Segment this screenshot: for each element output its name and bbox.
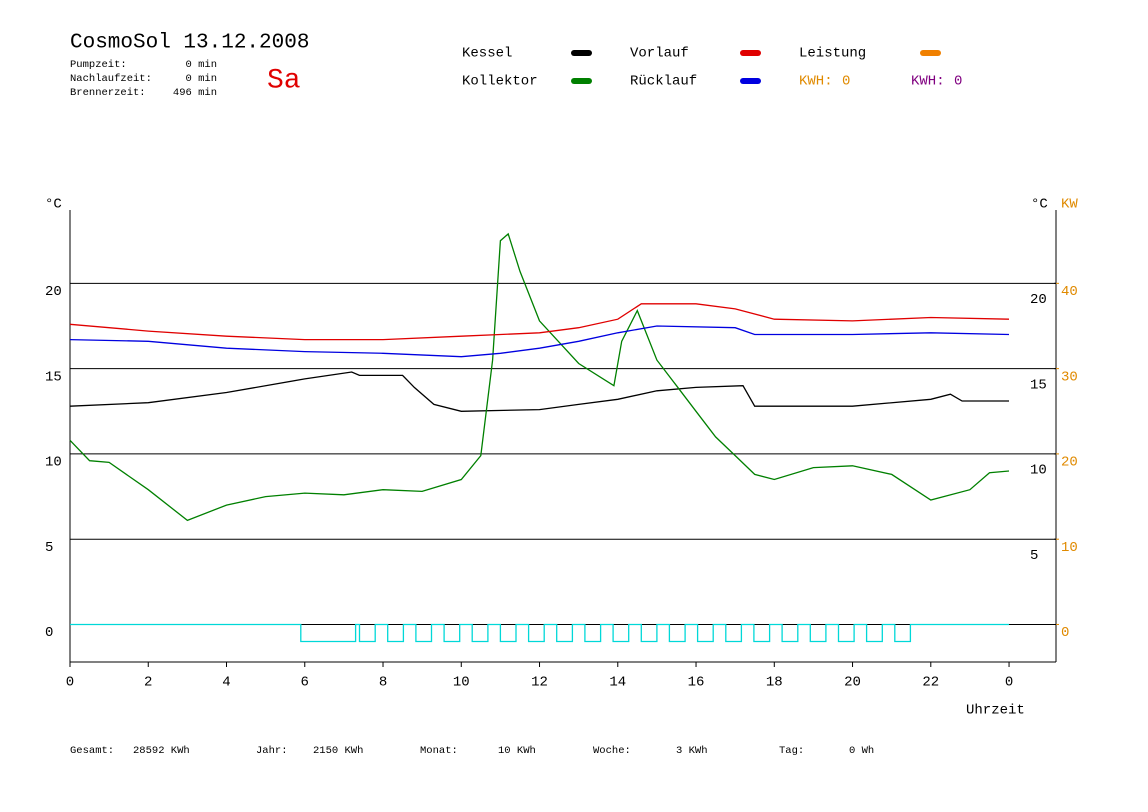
- x-tick-label: 12: [531, 675, 548, 691]
- kwh-value: 0: [954, 74, 962, 90]
- legend-label: Vorlauf: [630, 46, 689, 62]
- stat-label: Nachlaufzeit:: [70, 73, 152, 85]
- stat-label: Pumpzeit:: [70, 59, 127, 71]
- stat-value: 0 min: [185, 59, 217, 71]
- footer-label: Woche:: [593, 745, 631, 757]
- y-tick-label: 10: [45, 455, 62, 471]
- x-tick-label: 22: [922, 675, 939, 691]
- series-line: [69, 303, 1010, 341]
- legend-label: Kessel: [462, 46, 512, 62]
- footer-value: 10 KWh: [498, 745, 536, 757]
- series-line: [69, 232, 1010, 522]
- y-tick-label: 0: [45, 625, 53, 641]
- x-tick-label: 6: [301, 675, 309, 691]
- y2-tick-label: 40: [1061, 284, 1078, 300]
- footer-label: Gesamt:: [70, 745, 114, 757]
- x-tick-label: 18: [766, 675, 783, 691]
- x-tick-label: 16: [688, 675, 705, 691]
- y2-tick-label: 10: [1061, 540, 1078, 556]
- y2-tick-label: 30: [1061, 369, 1078, 385]
- y2-tick-label: 0: [1061, 625, 1069, 641]
- legend-label: Rücklauf: [630, 74, 697, 90]
- x-tick-label: 14: [609, 675, 626, 691]
- series-line: [70, 623, 1009, 643]
- x-tick-label: 10: [453, 675, 470, 691]
- kwh-label: KWH:: [911, 74, 945, 90]
- stat-value: 496 min: [173, 87, 217, 99]
- x-tick-label: 4: [222, 675, 230, 691]
- y2-tick-label: 20: [1061, 455, 1078, 471]
- stat-value: 0 min: [185, 73, 217, 85]
- y2-axis-label: KW: [1061, 197, 1078, 213]
- weekday: Sa: [267, 65, 301, 96]
- y-tick-label: 5: [45, 540, 53, 556]
- y-tick-label: 15: [45, 369, 62, 385]
- stat-label: Brennerzeit:: [70, 87, 146, 99]
- footer-label: Tag:: [779, 745, 804, 757]
- x-tick-label: 0: [1005, 675, 1013, 691]
- chart-title: CosmoSol 13.12.2008: [70, 32, 309, 55]
- y-tick-label: 20: [45, 284, 62, 300]
- footer-value: 28592 KWh: [133, 745, 190, 757]
- y-tick-label-right: 5: [1030, 548, 1038, 564]
- y-tick-label-right: 15: [1030, 377, 1047, 393]
- x-tick-label: 0: [66, 675, 74, 691]
- legend-label: Leistung: [799, 46, 866, 62]
- legend-label: Kollektor: [462, 74, 538, 90]
- y-axis-label: °C: [45, 197, 62, 213]
- y-tick-label-right: 20: [1030, 292, 1047, 308]
- footer-label: Monat:: [420, 745, 458, 757]
- x-tick-label: 20: [844, 675, 861, 691]
- kwh-label: KWH:: [799, 74, 833, 90]
- series-line: [69, 325, 1010, 358]
- x-axis-label: Uhrzeit: [966, 703, 1025, 719]
- series-line: [69, 371, 1009, 412]
- y-axis-label-right: °C: [1031, 197, 1048, 213]
- x-tick-label: 2: [144, 675, 152, 691]
- x-tick-label: 8: [379, 675, 387, 691]
- footer-label: Jahr:: [256, 745, 288, 757]
- footer-value: 0 Wh: [849, 745, 874, 757]
- y-tick-label-right: 10: [1030, 463, 1047, 479]
- kwh-value: 0: [842, 74, 850, 90]
- footer-value: 2150 KWh: [313, 745, 363, 757]
- footer-value: 3 KWh: [676, 745, 708, 757]
